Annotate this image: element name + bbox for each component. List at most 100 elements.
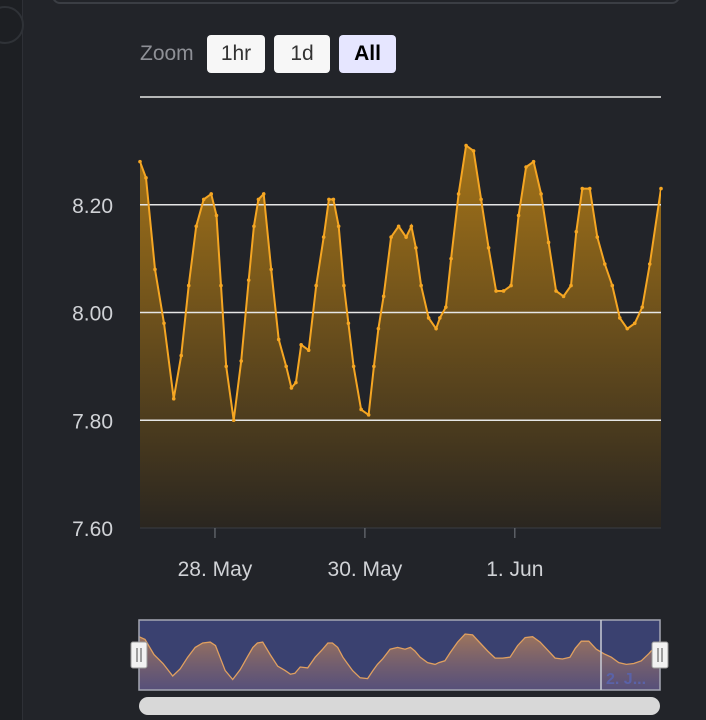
data-point [501,289,506,293]
data-point [246,278,251,282]
data-point [261,192,266,196]
data-point [224,364,229,369]
data-point [449,256,453,261]
navigator-left-handle[interactable] [130,641,148,669]
data-point [294,380,298,385]
data-point [434,326,438,331]
navigator-line [138,633,661,681]
data-point [647,262,652,266]
data-point [524,165,528,169]
x-tick-label: 28. May [178,558,253,581]
data-point [561,294,566,299]
y-tick-label: 8.20 [72,195,113,218]
data-point [214,213,219,218]
data-point [171,396,176,401]
data-point [610,283,615,288]
data-point [359,407,363,412]
data-point [314,283,318,288]
y-tick-label: 7.60 [72,518,113,541]
data-point [351,364,356,369]
data-point [464,143,468,148]
navigator-area [139,634,660,690]
data-point [539,192,543,196]
data-point [269,267,273,272]
data-point [569,283,573,288]
data-point [419,283,423,288]
data-point [276,337,281,342]
data-point [336,224,341,229]
data-point [516,213,521,218]
series-line [140,143,661,421]
data-point [201,197,206,202]
data-point [444,305,448,309]
y-tick-label: 7.80 [72,410,113,433]
navigator-label: 2. J... [606,671,646,688]
data-point [299,343,303,347]
data-point [554,289,558,293]
navigator[interactable]: 2. J... [130,619,669,691]
data-point [587,186,592,191]
data-point [327,197,331,202]
data-point [438,316,442,320]
data-point [426,316,431,320]
zoom-1hr-button[interactable]: 1hr [207,35,265,73]
data-point [409,224,414,229]
data-point [486,246,491,250]
data-point [625,326,630,331]
data-point [531,159,536,164]
data-point [381,294,386,299]
data-point [595,235,600,239]
data-point [342,283,346,288]
data-point [366,413,371,417]
data-point [574,229,579,234]
data-point [372,364,376,369]
data-point [640,305,645,309]
data-point [186,283,191,288]
data-point [376,326,381,331]
data-point [602,262,607,266]
data-point [138,159,142,164]
data-point [580,186,585,191]
data-point [239,359,244,363]
data-point [321,235,326,239]
data-point [659,186,663,191]
data-point [252,224,256,229]
x-tick-label: 30. May [328,558,403,581]
data-point [219,283,223,288]
data-point [414,246,418,250]
data-point [404,235,408,239]
data-point [617,316,622,320]
data-point [632,321,637,326]
y-tick-label: 8.00 [72,303,113,326]
data-point [456,192,461,196]
scrollbar-thumb[interactable] [139,697,660,715]
data-point [284,364,288,369]
zoom-all-button[interactable]: All [339,35,396,73]
data-point [509,283,513,288]
data-point [144,176,148,180]
data-point [331,197,336,202]
data-point [162,321,166,326]
data-point [194,224,199,229]
data-point [289,386,294,390]
data-point [153,267,157,272]
data-point [179,353,184,358]
data-point [256,197,261,202]
main-plot: 7.60 7.80 8.00 8.20 28. May 30. May 1. Jun [72,96,663,581]
data-point [306,348,311,353]
data-point [389,235,393,239]
navigator-right-handle[interactable] [651,641,669,669]
series-area [140,145,661,528]
data-point [346,321,351,326]
zoom-label: Zoom [140,42,194,65]
data-point [231,418,236,423]
data-point [471,149,476,153]
data-point [546,240,551,245]
x-tick-label: 1. Jun [486,558,543,581]
data-point [209,192,214,196]
data-point [396,224,401,229]
zoom-1d-button[interactable]: 1d [274,35,330,73]
data-point [479,197,483,202]
left-rail [0,0,24,720]
